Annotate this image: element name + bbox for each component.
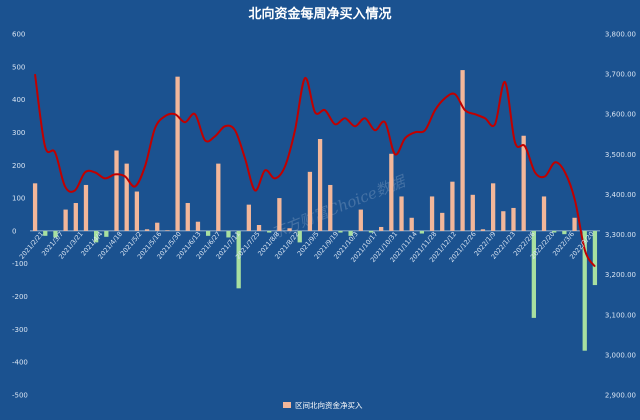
bar [246, 204, 251, 231]
bar [338, 230, 343, 233]
y-right-tick-label: 3,100.00 [605, 311, 636, 319]
bar [348, 230, 353, 236]
bar [511, 207, 516, 231]
y-left-tick-label: -500 [12, 392, 28, 400]
y-left-tick-label: -300 [12, 326, 28, 334]
bar [53, 230, 58, 238]
y-left-tick-label: -400 [12, 359, 28, 367]
bar [358, 209, 363, 231]
bar [267, 230, 272, 233]
bar [531, 230, 536, 318]
bar [277, 198, 282, 231]
bar [83, 184, 89, 231]
chart-title: 北向资金每周净买入情况 [248, 6, 391, 22]
bar [236, 230, 241, 289]
bar [541, 196, 547, 231]
bar [307, 171, 313, 231]
y-right-tick-label: 3,300.00 [605, 231, 636, 239]
y-right-tick-label: 2,900.00 [605, 392, 636, 400]
y-left-tick-label: 400 [12, 96, 25, 104]
bar [562, 230, 567, 235]
bar [114, 150, 119, 231]
bar [226, 230, 231, 238]
y-right-tick-label: 3,200.00 [605, 271, 636, 279]
bar [470, 194, 475, 231]
y-right-tick-label: 3,500.00 [605, 151, 636, 159]
bar [216, 163, 221, 231]
bar [521, 135, 526, 231]
bar [409, 217, 414, 231]
y-left-tick-label: 500 [12, 63, 25, 71]
bar [32, 183, 38, 231]
bar [165, 230, 170, 231]
bar [144, 229, 150, 231]
bar [480, 229, 486, 231]
bar [124, 163, 129, 231]
y-left-tick-label: 600 [12, 31, 25, 39]
bar [440, 212, 445, 231]
bar [256, 225, 262, 231]
bar [450, 181, 455, 231]
bar [297, 230, 302, 243]
index-line [34, 73, 596, 268]
bar [43, 230, 48, 236]
bar [205, 230, 211, 236]
bar [185, 203, 190, 231]
legend-swatch [283, 402, 291, 408]
bar [73, 203, 78, 231]
legend-label: 区间北向资金净买入 [295, 400, 363, 410]
y-left-tick-label: 100 [12, 195, 25, 203]
bar [368, 230, 374, 233]
bar [490, 183, 496, 231]
y-axis-left: 600 500 400 300 200 100 0 -100 -200 -300 -400 -500 [12, 31, 28, 400]
bar [419, 230, 425, 234]
bar [155, 222, 160, 231]
bar [592, 230, 598, 286]
bar [399, 196, 404, 231]
x-tick-label: 2021/2/21 [18, 230, 46, 261]
y-axis-right: 3,800.00 3,700.00 3,600.00 3,500.00 3,400.00… [605, 31, 636, 400]
bar [94, 230, 99, 243]
bar [572, 217, 577, 231]
bar [134, 191, 140, 231]
y-right-tick-label: 3,400.00 [605, 191, 636, 199]
bar [552, 230, 557, 233]
y-left-tick-label: 200 [12, 162, 25, 170]
y-left-tick-label: -100 [12, 260, 28, 268]
legend: 区间北向资金净买入 [283, 400, 363, 410]
bar [175, 76, 180, 231]
bar [317, 139, 323, 231]
y-left-tick-label: 0 [12, 227, 16, 235]
bar [63, 209, 68, 231]
bar [195, 221, 201, 231]
y-left-tick-label: 300 [12, 129, 25, 137]
y-right-tick-label: 3,600.00 [605, 111, 636, 119]
bar [429, 196, 435, 231]
y-left-tick-label: -200 [12, 293, 28, 301]
y-right-tick-label: 3,700.00 [605, 71, 636, 79]
y-right-tick-label: 3,800.00 [605, 31, 636, 39]
bar [379, 226, 384, 231]
bar [460, 70, 465, 231]
bar [501, 211, 506, 231]
y-right-tick-label: 3,000.00 [605, 351, 636, 359]
bar [389, 153, 394, 231]
bar [287, 228, 292, 231]
bar [582, 230, 587, 351]
bar [328, 184, 333, 231]
bar [104, 230, 109, 237]
bar-series [32, 70, 598, 351]
